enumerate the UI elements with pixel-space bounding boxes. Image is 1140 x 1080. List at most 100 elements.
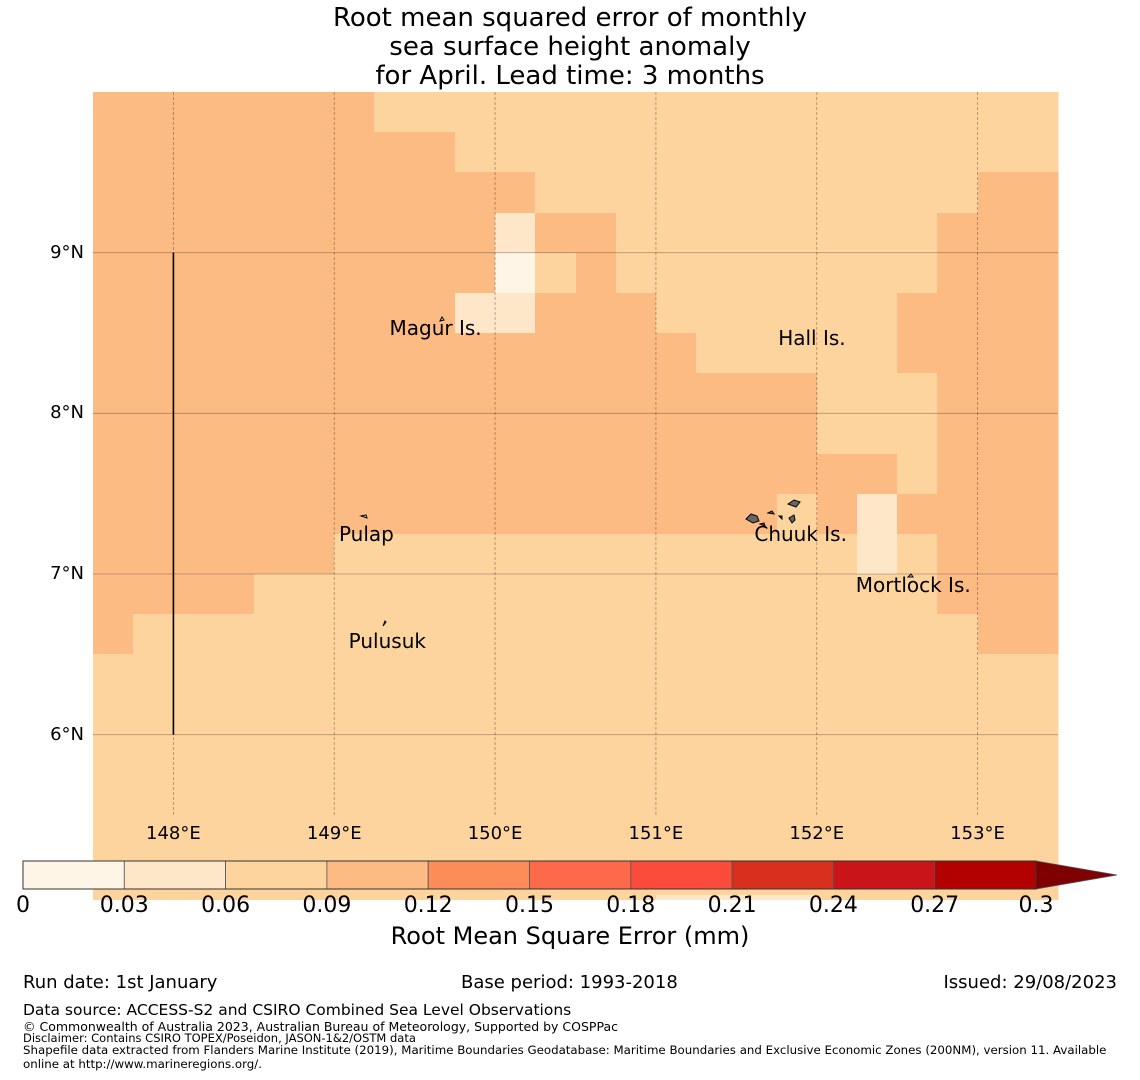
colorbar-tick-label: 0.24 bbox=[808, 893, 858, 918]
grid-cell bbox=[696, 574, 737, 615]
grid-cell bbox=[897, 614, 938, 655]
grid-cell bbox=[777, 895, 818, 900]
grid-cell bbox=[817, 614, 858, 655]
grid-cell bbox=[857, 333, 898, 374]
grid-cell bbox=[696, 172, 737, 214]
grid-cell bbox=[656, 534, 697, 575]
grid-cell bbox=[133, 172, 174, 214]
grid-cell bbox=[214, 775, 255, 816]
grid-cell bbox=[857, 92, 898, 133]
grid-cell bbox=[374, 333, 416, 374]
grid-cell bbox=[857, 172, 898, 214]
chuuk-island-shapes bbox=[745, 499, 801, 527]
grid-cell bbox=[978, 654, 1019, 696]
grid-cell bbox=[937, 494, 979, 535]
colorbar-segment bbox=[123, 860, 227, 890]
grid-cell bbox=[857, 293, 898, 334]
grid-cell bbox=[173, 534, 215, 575]
grid-cell bbox=[736, 534, 778, 575]
grid-cell bbox=[978, 895, 1019, 900]
grid-cell bbox=[1018, 614, 1059, 655]
grid-cell bbox=[173, 614, 215, 655]
grid-cell bbox=[455, 695, 496, 736]
grid-cell bbox=[696, 895, 737, 900]
grid-cell bbox=[897, 333, 938, 374]
lat-tick-label: 9°N bbox=[50, 241, 84, 263]
grid-cell bbox=[978, 293, 1019, 334]
grid-cell bbox=[576, 373, 617, 414]
grid-cell bbox=[857, 815, 898, 856]
grid-cell bbox=[334, 695, 375, 736]
grid-cell bbox=[937, 534, 979, 575]
grid-cell bbox=[1018, 92, 1059, 133]
grid-cell bbox=[576, 815, 617, 856]
grid-cell bbox=[535, 574, 577, 615]
grid-cell bbox=[173, 454, 215, 495]
grid-cell bbox=[133, 293, 174, 334]
grid-cell bbox=[455, 614, 496, 655]
grid-cell bbox=[254, 293, 295, 334]
grid-cell bbox=[93, 172, 134, 214]
map-gridlines bbox=[93, 92, 1058, 815]
grid-cell bbox=[374, 534, 416, 575]
lon-tick-label: 151°E bbox=[628, 823, 684, 844]
grid-cell bbox=[616, 172, 657, 214]
grid-cell bbox=[294, 735, 335, 776]
grid-cell bbox=[777, 614, 818, 655]
grid-cell bbox=[1018, 413, 1059, 455]
grid-cell bbox=[334, 735, 375, 776]
grid-cell bbox=[777, 654, 818, 696]
grid-cell bbox=[133, 132, 174, 173]
grid-cell bbox=[696, 213, 737, 254]
grid-cell bbox=[696, 333, 737, 374]
grid-cell bbox=[656, 654, 697, 696]
grid-cell bbox=[495, 253, 536, 294]
grid-cell bbox=[93, 293, 134, 334]
grid-cell bbox=[535, 253, 577, 294]
grid-cell bbox=[495, 132, 536, 173]
grid-cell bbox=[616, 373, 657, 414]
grid-cell bbox=[334, 132, 375, 173]
grid-cell bbox=[736, 494, 778, 535]
grid-cell bbox=[897, 454, 938, 495]
colorbar-tick-label: 0.09 bbox=[302, 893, 352, 918]
lat-tick-label: 6°N bbox=[50, 723, 84, 745]
grid-cell bbox=[133, 614, 174, 655]
grid-cell bbox=[535, 815, 577, 856]
grid-cell bbox=[817, 172, 858, 214]
grid-cell bbox=[817, 494, 858, 535]
grid-cell bbox=[616, 895, 657, 900]
grid-cell bbox=[857, 695, 898, 736]
grid-cell bbox=[1018, 213, 1059, 254]
grid-cell bbox=[777, 695, 818, 736]
grid-cell bbox=[817, 454, 858, 495]
grid-cell bbox=[576, 775, 617, 816]
grid-cell bbox=[937, 253, 979, 294]
grid-cell bbox=[616, 333, 657, 374]
grid-cell bbox=[736, 293, 778, 334]
grid-cell bbox=[777, 735, 818, 776]
grid-cell bbox=[374, 213, 416, 254]
grid-cell bbox=[254, 213, 295, 254]
grid-cell bbox=[415, 213, 456, 254]
grid-cell bbox=[897, 735, 938, 776]
grid-cell bbox=[334, 534, 375, 575]
grid-cell bbox=[374, 735, 416, 776]
grid-cell bbox=[374, 494, 416, 535]
grid-cell bbox=[616, 293, 657, 334]
grid-cell bbox=[978, 695, 1019, 736]
grid-cell bbox=[535, 735, 577, 776]
grid-cell bbox=[656, 895, 697, 900]
grid-cell bbox=[535, 213, 577, 254]
grid-cell bbox=[455, 172, 496, 214]
place-label: Pulusuk bbox=[348, 629, 426, 654]
grid-cell bbox=[777, 373, 818, 414]
grid-cell bbox=[133, 92, 174, 133]
grid-cell bbox=[857, 735, 898, 776]
grid-cell bbox=[374, 695, 416, 736]
grid-cell bbox=[495, 695, 536, 736]
grid-cell bbox=[576, 895, 617, 900]
grid-cell bbox=[857, 253, 898, 294]
grid-cell bbox=[576, 534, 617, 575]
grid-cell bbox=[857, 534, 898, 575]
